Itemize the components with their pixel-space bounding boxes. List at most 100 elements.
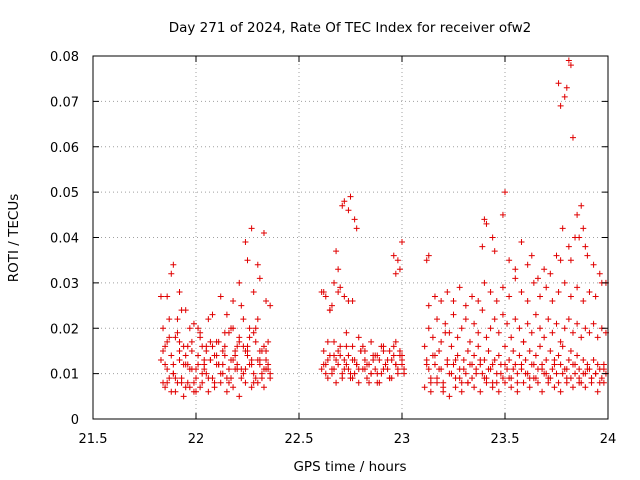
data-point — [201, 366, 208, 373]
data-point — [250, 370, 257, 377]
data-point — [195, 361, 202, 368]
data-point — [324, 375, 331, 382]
data-point — [199, 379, 206, 386]
data-point — [355, 379, 362, 386]
data-point — [170, 361, 177, 368]
data-point — [160, 347, 167, 354]
data-point — [368, 370, 375, 377]
data-point — [320, 347, 327, 354]
data-point — [475, 329, 482, 336]
data-point — [524, 261, 531, 268]
data-point — [427, 388, 434, 395]
data-point — [392, 270, 399, 277]
data-point — [489, 384, 496, 391]
data-point — [197, 384, 204, 391]
data-point — [335, 361, 342, 368]
x-tick-label: 23.5 — [491, 432, 520, 447]
data-point — [246, 325, 253, 332]
data-point — [502, 379, 508, 386]
data-point — [263, 298, 270, 305]
data-point — [450, 311, 457, 318]
data-point — [252, 375, 259, 382]
data-point — [487, 288, 494, 295]
y-axis-label: ROTI / TECUs — [6, 194, 22, 282]
data-point — [551, 384, 558, 391]
data-point — [565, 357, 572, 364]
data-point — [516, 325, 523, 332]
data-point — [574, 352, 581, 359]
data-point — [574, 211, 581, 218]
y-tick-label: 0.03 — [50, 277, 79, 292]
data-point — [532, 311, 539, 318]
data-point — [475, 298, 482, 305]
data-point — [553, 370, 560, 377]
data-point — [466, 338, 473, 345]
data-point — [446, 329, 453, 336]
data-point — [339, 375, 346, 382]
data-point — [186, 325, 193, 332]
data-point — [485, 366, 492, 373]
data-point — [582, 243, 589, 250]
data-point — [582, 384, 589, 391]
data-point — [353, 361, 360, 368]
data-point — [238, 302, 245, 309]
x-tick-label: 22.5 — [285, 432, 314, 447]
data-point — [553, 252, 560, 259]
data-point — [514, 379, 521, 386]
data-point — [176, 347, 183, 354]
x-axis-label: GPS time / hours — [293, 459, 406, 475]
data-point — [254, 379, 261, 386]
data-point — [207, 338, 214, 345]
data-point — [512, 316, 519, 323]
data-point — [594, 334, 601, 341]
data-point — [561, 325, 568, 332]
data-point — [563, 84, 570, 91]
data-point — [539, 388, 546, 395]
data-point — [361, 347, 368, 354]
data-point — [444, 288, 451, 295]
data-point — [335, 266, 342, 273]
data-point — [228, 325, 235, 332]
data-point — [483, 334, 490, 341]
data-point — [160, 325, 167, 332]
data-point — [267, 302, 274, 309]
data-point — [186, 384, 193, 391]
data-point — [423, 257, 430, 264]
data-point — [260, 384, 267, 391]
data-point — [335, 347, 342, 354]
data-point — [265, 338, 272, 345]
data-point — [374, 370, 381, 377]
data-point — [162, 384, 169, 391]
data-point — [174, 316, 181, 323]
data-point — [469, 375, 476, 382]
data-point — [510, 347, 517, 354]
data-point — [193, 366, 199, 373]
data-point — [582, 325, 589, 332]
data-point — [164, 293, 171, 300]
data-point — [530, 279, 537, 286]
data-point — [230, 298, 237, 305]
data-point — [199, 343, 206, 350]
data-point — [469, 293, 476, 300]
data-point — [193, 388, 199, 395]
data-point — [563, 366, 570, 373]
data-point — [508, 384, 515, 391]
data-point — [565, 316, 572, 323]
data-point — [172, 334, 179, 341]
data-point — [460, 357, 467, 364]
data-point — [539, 366, 546, 373]
data-point — [374, 352, 381, 359]
data-point — [514, 388, 521, 395]
data-point — [343, 361, 350, 368]
data-point — [497, 370, 504, 377]
data-point — [256, 275, 263, 282]
data-point — [160, 379, 167, 386]
data-point — [462, 370, 469, 377]
data-point — [499, 284, 506, 291]
data-point — [182, 361, 189, 368]
data-point — [225, 366, 232, 373]
data-point — [448, 370, 455, 377]
data-point — [320, 288, 327, 295]
data-point — [514, 370, 521, 377]
data-point — [499, 211, 506, 218]
